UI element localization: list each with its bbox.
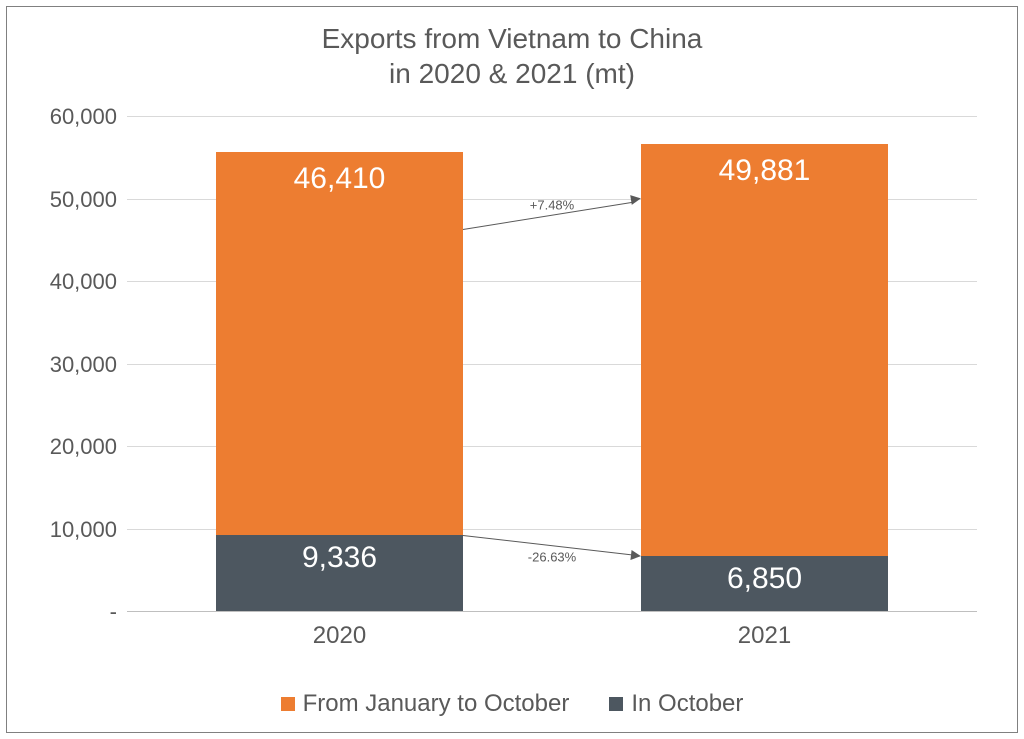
bar-segment-jan-oct: 49,881: [641, 144, 888, 556]
legend-item: In October: [609, 690, 743, 718]
y-tick-label: 10,000: [27, 517, 117, 543]
title-line-2: in 2020 & 2021 (mt): [389, 58, 635, 89]
legend: From January to October In October: [7, 690, 1017, 718]
bar-segment-jan-oct: 46,410: [216, 152, 463, 535]
x-category-label: 2021: [641, 612, 888, 650]
arrow-head-icon: [631, 551, 642, 562]
legend-label: From January to October: [303, 690, 570, 718]
data-label: 49,881: [641, 154, 888, 188]
data-label: 9,336: [216, 541, 463, 575]
legend-swatch: [281, 697, 295, 711]
data-label: 6,850: [641, 562, 888, 596]
y-tick-label: 50,000: [27, 187, 117, 213]
legend-swatch: [609, 697, 623, 711]
y-tick-label: 30,000: [27, 352, 117, 378]
data-label: 46,410: [216, 162, 463, 196]
legend-item: From January to October: [281, 690, 570, 718]
chart-frame: Exports from Vietnam to China in 2020 & …: [6, 6, 1018, 733]
bar-segment-october: 6,850: [641, 556, 888, 613]
title-line-1: Exports from Vietnam to China: [322, 23, 703, 54]
chart-title: Exports from Vietnam to China in 2020 & …: [7, 7, 1017, 91]
x-axis-baseline: [127, 611, 977, 612]
y-tick-label: 40,000: [27, 269, 117, 295]
change-percent-label: +7.48%: [530, 197, 574, 212]
bars-layer: 9,33646,41020206,85049,8812021: [127, 117, 977, 612]
y-tick-label: -: [27, 599, 117, 625]
change-percent-label: -26.63%: [528, 550, 576, 565]
plot-area: -10,00020,00030,00040,00050,00060,000 9,…: [127, 117, 977, 612]
legend-label: In October: [631, 690, 743, 718]
y-tick-label: 60,000: [27, 104, 117, 130]
x-category-label: 2020: [216, 612, 463, 650]
bar-segment-october: 9,336: [216, 535, 463, 612]
y-tick-label: 20,000: [27, 434, 117, 460]
